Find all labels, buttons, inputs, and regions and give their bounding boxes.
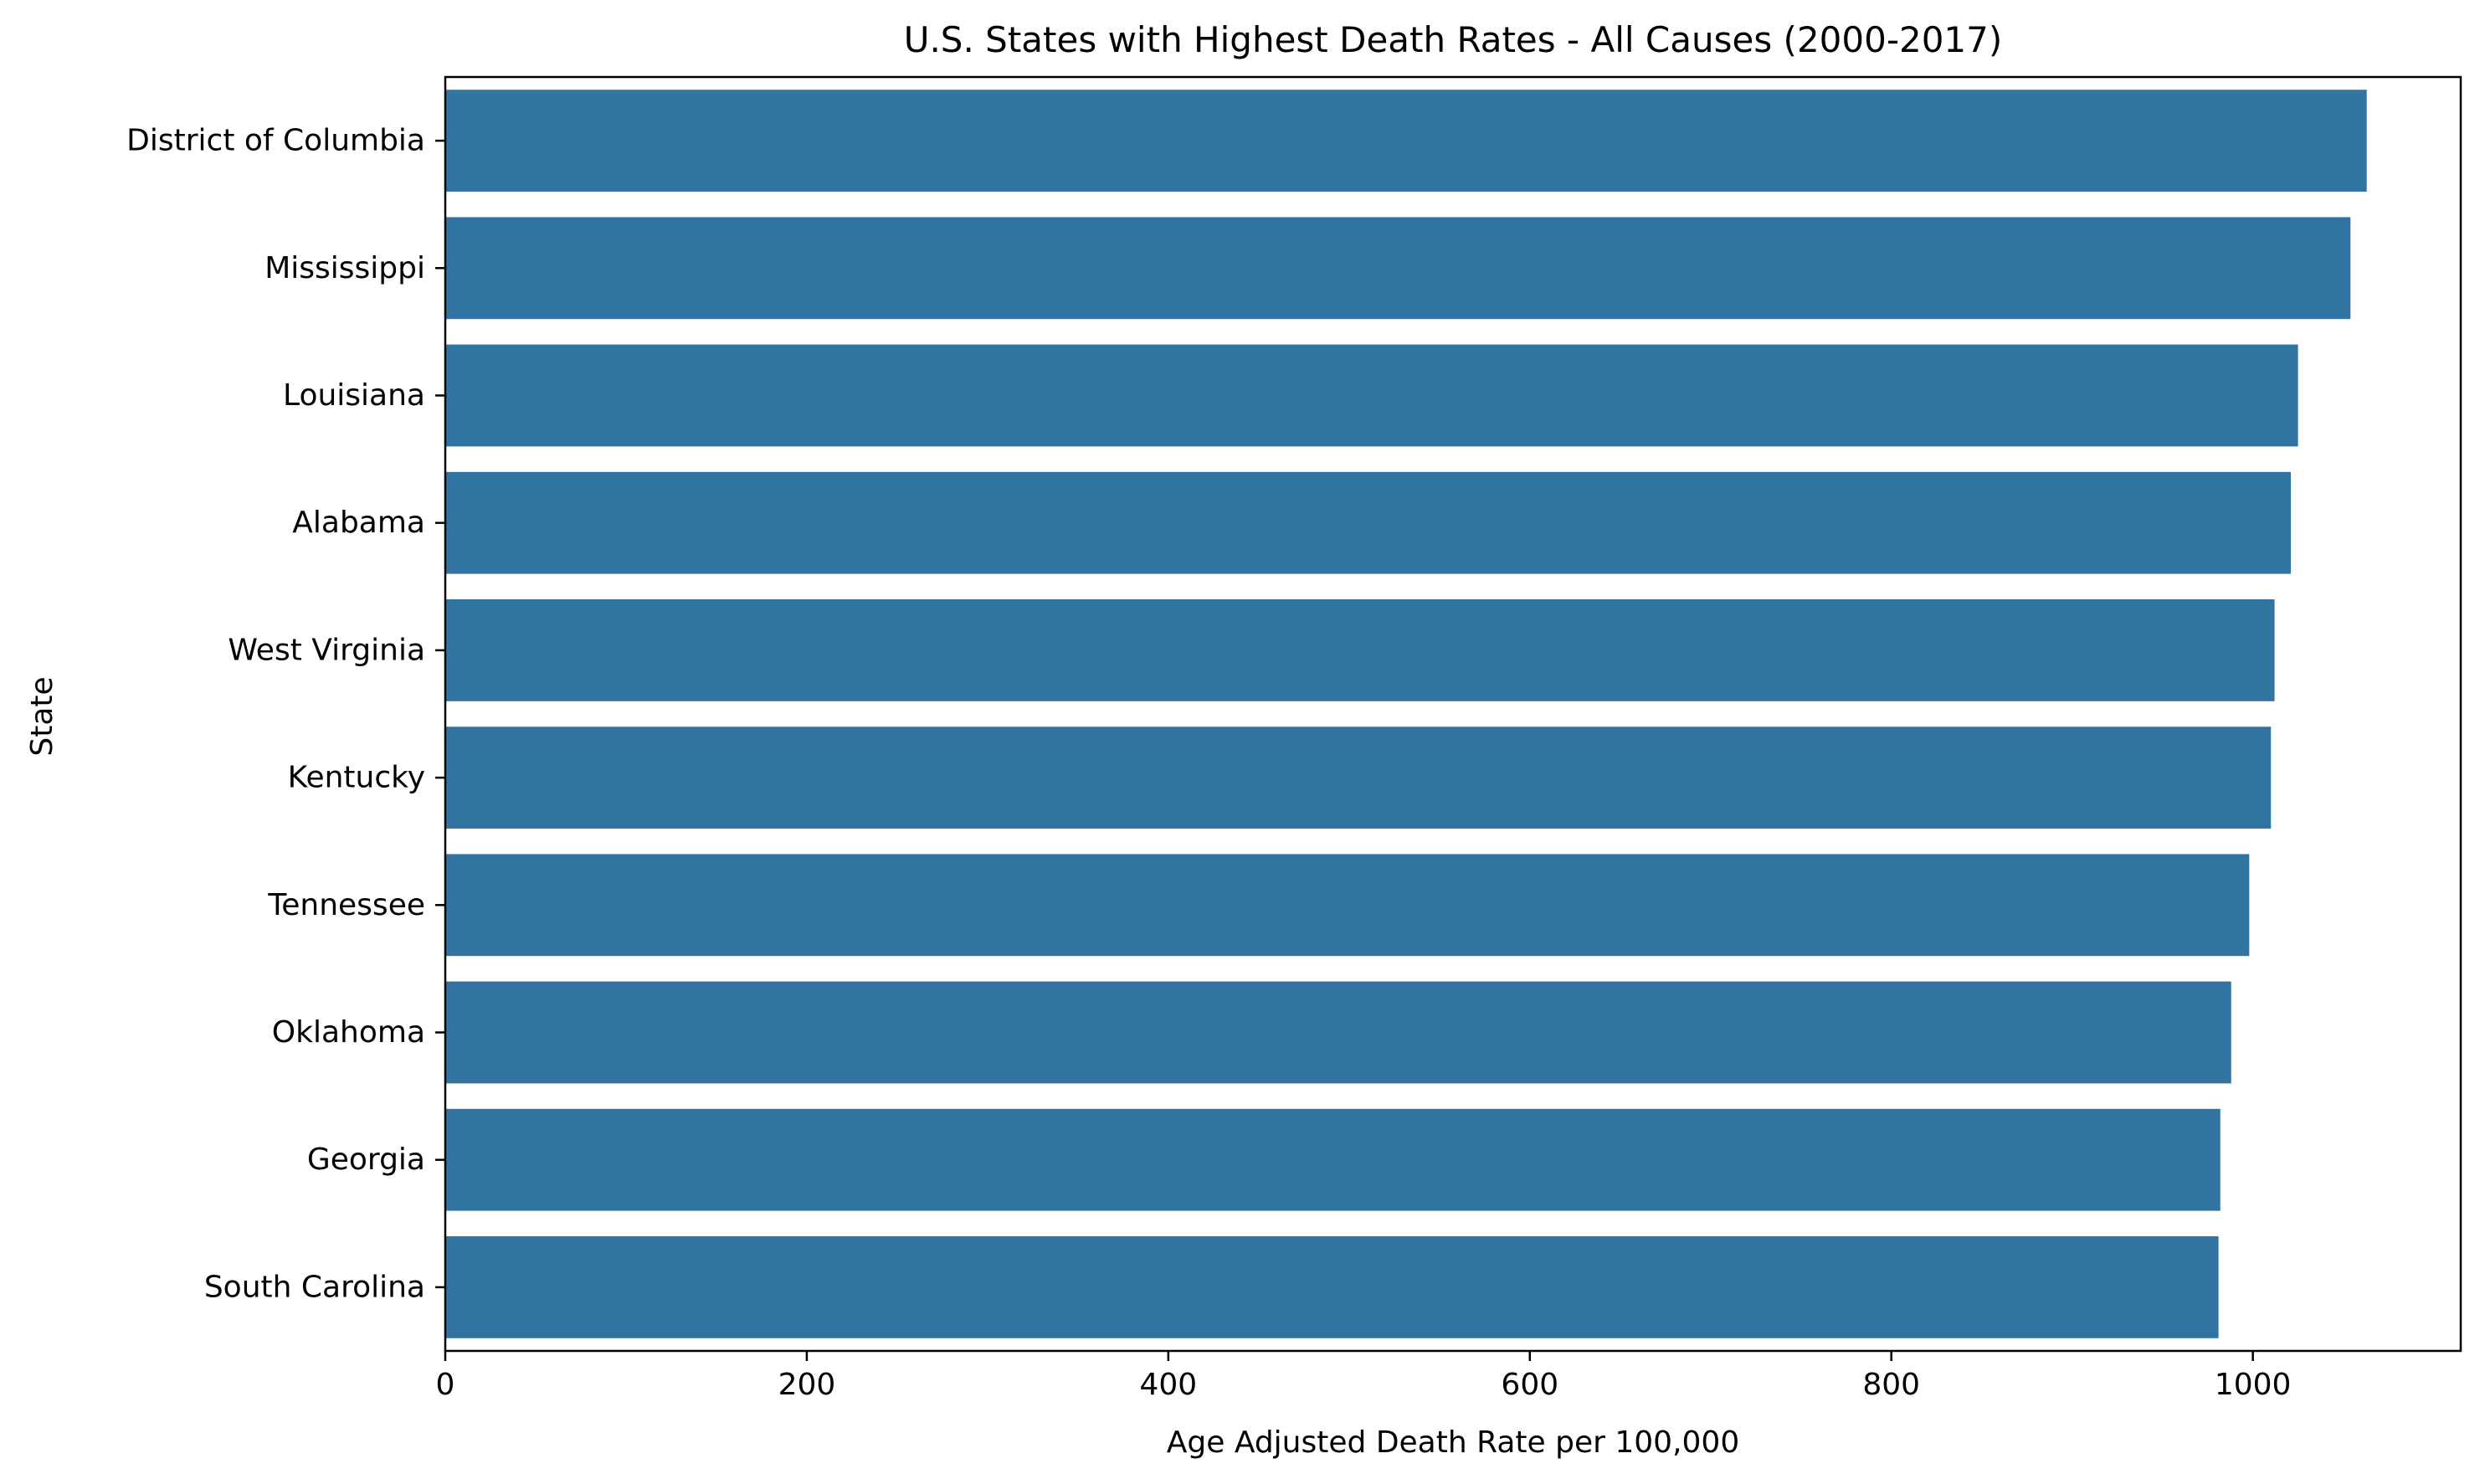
y-axis-label: State: [25, 676, 59, 756]
y-tick-label: Mississippi: [264, 251, 425, 285]
x-tick-label: 800: [1862, 1368, 1920, 1402]
bars-group: [445, 90, 2367, 1338]
chart-title: U.S. States with Highest Death Rates - A…: [904, 19, 2003, 60]
bar-tennessee: [445, 854, 2250, 957]
bar-louisiana: [445, 344, 2298, 447]
bar-georgia: [445, 1108, 2221, 1211]
x-axis-label: Age Adjusted Death Rate per 100,000: [1167, 1425, 1739, 1460]
x-tick-label: 400: [1139, 1368, 1197, 1402]
x-ticks-group: 0 200 400 600 800 1000: [436, 1351, 2292, 1402]
y-tick-label: West Virginia: [228, 633, 425, 667]
plot-frame: [444, 75, 2462, 1353]
x-tick-label: 600: [1501, 1368, 1558, 1402]
bar-district-of-columbia: [445, 90, 2367, 192]
y-tick-label: District of Columbia: [126, 124, 425, 158]
bar-mississippi: [445, 217, 2351, 320]
y-tick-label: Georgia: [307, 1143, 425, 1177]
y-tick-label: Tennessee: [267, 888, 425, 922]
y-tick-label: Oklahoma: [272, 1015, 425, 1050]
bar-alabama: [445, 471, 2291, 574]
x-tick-label: 200: [778, 1368, 836, 1402]
y-tick-label: Kentucky: [288, 761, 425, 795]
bar-kentucky: [445, 727, 2272, 829]
bar-oklahoma: [445, 981, 2231, 1084]
bar-south-carolina: [445, 1236, 2219, 1338]
x-tick-label: 0: [436, 1368, 455, 1402]
y-tick-label: Louisiana: [283, 378, 425, 413]
y-ticks-group: District of Columbia Mississippi Louisiana…: [126, 124, 445, 1304]
bar-west-virginia: [445, 599, 2275, 701]
y-tick-label: South Carolina: [204, 1270, 425, 1304]
y-tick-label: Alabama: [292, 506, 425, 540]
x-tick-label: 1000: [2215, 1368, 2292, 1402]
